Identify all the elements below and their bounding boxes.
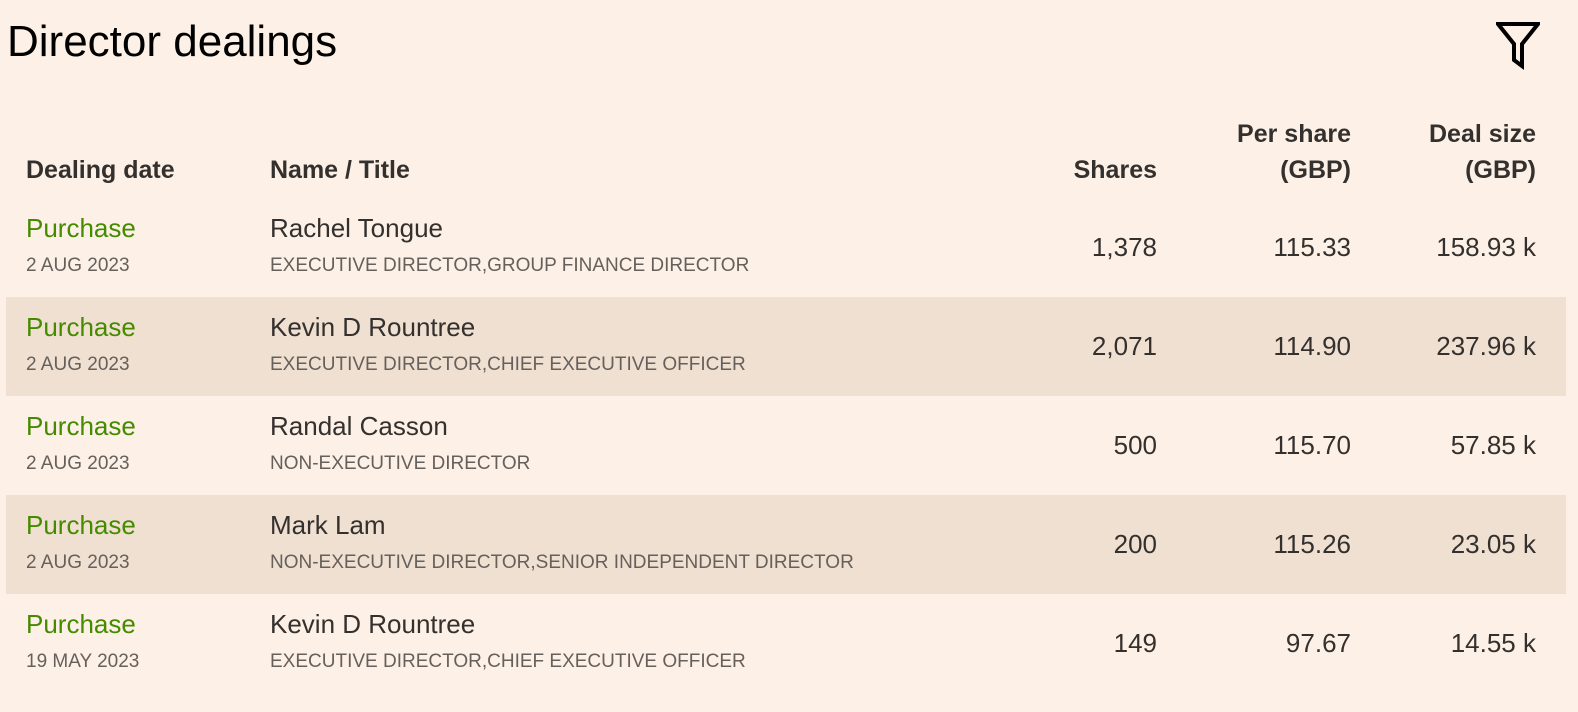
per-share-value: 115.70: [1273, 430, 1351, 460]
director-name: Kevin D Rountree: [270, 312, 476, 342]
dealing-cell: Purchase 2 AUG 2023: [26, 505, 136, 581]
page-title: Director dealings: [7, 17, 338, 66]
director-name: Rachel Tongue: [270, 213, 443, 243]
deal-size-value: 237.96 k: [1436, 331, 1536, 361]
director-title: NON-EXECUTIVE DIRECTOR: [270, 453, 531, 474]
dealing-cell: Purchase 2 AUG 2023: [26, 307, 136, 383]
shares-value: 1,378: [1091, 232, 1157, 262]
column-header-per-share-label: Per share: [1237, 120, 1351, 148]
table-row: Purchase 19 MAY 2023 Kevin D Rountree EX…: [6, 594, 1566, 693]
column-header-per-share-unit: (GBP): [1280, 156, 1351, 184]
dealings-table: Dealing date Name / Title Shares Per sha…: [6, 110, 1566, 693]
director-cell: Mark Lam NON-EXECUTIVE DIRECTOR,SENIOR I…: [270, 505, 854, 581]
table-row: Purchase 2 AUG 2023 Rachel Tongue EXECUT…: [6, 198, 1566, 297]
shares-value: 200: [1113, 529, 1157, 559]
deal-size-value: 57.85 k: [1450, 430, 1536, 460]
column-header-name-title[interactable]: Name / Title: [270, 156, 410, 184]
table-row: Purchase 2 AUG 2023 Mark Lam NON-EXECUTI…: [6, 495, 1566, 594]
director-cell: Kevin D Rountree EXECUTIVE DIRECTOR,CHIE…: [270, 307, 746, 383]
director-name: Mark Lam: [270, 510, 386, 540]
column-header-deal-size-unit: (GBP): [1465, 156, 1536, 184]
director-name: Kevin D Rountree: [270, 609, 476, 639]
dealing-date: 2 AUG 2023: [26, 453, 130, 474]
director-title: EXECUTIVE DIRECTOR,GROUP FINANCE DIRECTO…: [270, 255, 750, 276]
transaction-type: Purchase: [26, 411, 136, 441]
filter-funnel-icon: [1496, 20, 1540, 70]
dealing-date: 19 MAY 2023: [26, 651, 140, 672]
per-share-value: 114.90: [1273, 331, 1351, 361]
dealing-cell: Purchase 2 AUG 2023: [26, 406, 136, 482]
filter-button[interactable]: [1496, 20, 1540, 70]
director-name: Randal Casson: [270, 411, 448, 441]
deal-size-value: 14.55 k: [1450, 628, 1536, 658]
shares-value: 149: [1113, 628, 1157, 658]
shares-value: 2,071: [1091, 331, 1157, 361]
column-header-shares[interactable]: Shares: [1073, 156, 1157, 184]
column-header-dealing-date[interactable]: Dealing date: [26, 156, 175, 184]
transaction-type: Purchase: [26, 510, 136, 540]
table-header: Dealing date Name / Title Shares Per sha…: [6, 110, 1566, 198]
dealing-date: 2 AUG 2023: [26, 255, 130, 276]
column-header-deal-size[interactable]: Deal size (GBP): [1429, 116, 1536, 188]
dealing-cell: Purchase 2 AUG 2023: [26, 208, 136, 284]
per-share-value: 97.67: [1285, 628, 1351, 658]
director-cell: Rachel Tongue EXECUTIVE DIRECTOR,GROUP F…: [270, 208, 749, 284]
deal-size-value: 23.05 k: [1450, 529, 1536, 559]
director-title: EXECUTIVE DIRECTOR,CHIEF EXECUTIVE OFFIC…: [270, 651, 746, 672]
transaction-type: Purchase: [26, 213, 136, 243]
director-cell: Randal Casson NON-EXECUTIVE DIRECTOR: [270, 406, 530, 482]
table-row: Purchase 2 AUG 2023 Kevin D Rountree EXE…: [6, 297, 1566, 396]
dealing-date: 2 AUG 2023: [26, 552, 130, 573]
table-row: Purchase 2 AUG 2023 Randal Casson NON-EX…: [6, 396, 1566, 495]
shares-value: 500: [1113, 430, 1157, 460]
deal-size-value: 158.93 k: [1436, 232, 1536, 262]
director-title: EXECUTIVE DIRECTOR,CHIEF EXECUTIVE OFFIC…: [270, 354, 746, 375]
per-share-value: 115.26: [1273, 529, 1351, 559]
column-header-deal-size-label: Deal size: [1428, 120, 1536, 148]
director-cell: Kevin D Rountree EXECUTIVE DIRECTOR,CHIE…: [270, 604, 746, 680]
transaction-type: Purchase: [26, 609, 136, 639]
director-title: NON-EXECUTIVE DIRECTOR,SENIOR INDEPENDEN…: [270, 552, 854, 573]
transaction-type: Purchase: [26, 312, 136, 342]
dealing-cell: Purchase 19 MAY 2023: [26, 604, 139, 680]
per-share-value: 115.33: [1273, 232, 1351, 262]
dealing-date: 2 AUG 2023: [26, 354, 130, 375]
column-header-per-share[interactable]: Per share (GBP): [1237, 116, 1351, 188]
